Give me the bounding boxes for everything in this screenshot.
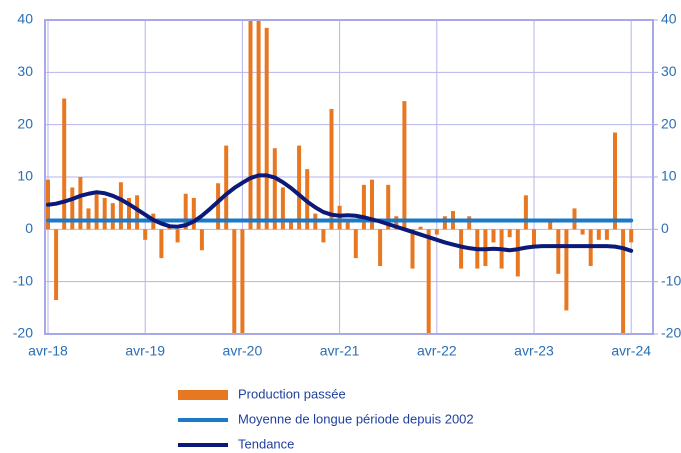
bar — [394, 216, 399, 230]
bar — [434, 229, 439, 235]
bar — [127, 197, 131, 230]
x-tick-label: avr-21 — [320, 343, 360, 359]
legend: Production passée Moyenne de longue pério… — [178, 386, 474, 451]
x-tick-label: avr-23 — [514, 343, 554, 359]
legend-label: Production passée — [238, 386, 346, 401]
bar — [135, 195, 140, 230]
x-tick-label: avr-18 — [28, 343, 68, 359]
bar — [321, 229, 326, 243]
bar — [216, 183, 221, 230]
bar — [418, 226, 423, 230]
bar — [580, 229, 585, 235]
bar — [78, 177, 83, 230]
bar — [410, 229, 415, 269]
y-tick-label: 30 — [17, 63, 33, 79]
bar — [297, 145, 302, 230]
y2-tick-label: 30 — [661, 63, 677, 79]
bar — [507, 229, 512, 238]
bar — [62, 98, 67, 230]
legend-swatch — [178, 390, 228, 400]
bar — [556, 229, 561, 274]
bar — [272, 148, 277, 230]
bar — [442, 216, 447, 230]
plot — [46, 20, 634, 334]
x-tick-label: avr-24 — [611, 343, 651, 359]
bar — [54, 229, 59, 300]
bar — [515, 229, 520, 277]
y-tick-label: -10 — [13, 272, 33, 288]
bar — [110, 203, 115, 230]
y2-tick-label: 40 — [661, 11, 677, 27]
line — [46, 173, 634, 253]
labels: -20 -10 0 10 20 30 40 -20 -10 0 10 20 30 40 avr-18 avr-… — [13, 11, 681, 359]
bar — [264, 27, 269, 230]
bar — [224, 145, 229, 230]
bar — [232, 229, 237, 334]
bar — [370, 179, 374, 230]
bar — [629, 229, 634, 243]
grid — [45, 19, 653, 335]
y-tick-label: -20 — [13, 325, 33, 341]
bar — [467, 216, 472, 230]
legend-label: Moyenne de longue période depuis 2002 — [238, 411, 474, 426]
x-tick-label: avr-19 — [125, 343, 165, 359]
y-tick-label: 20 — [17, 115, 33, 131]
y-tick-label: 40 — [17, 11, 33, 27]
bar — [118, 182, 123, 230]
y2-tick-label: 10 — [661, 168, 677, 184]
bar — [402, 101, 407, 230]
bar — [621, 229, 626, 334]
bar — [199, 229, 204, 251]
bar — [491, 229, 496, 243]
bar — [596, 229, 601, 240]
bar — [329, 108, 334, 230]
bar — [248, 20, 253, 230]
y-tick-label: 10 — [17, 168, 33, 184]
bar — [256, 20, 261, 230]
bar — [159, 229, 164, 259]
bar — [459, 229, 464, 269]
y2-tick-label: 20 — [661, 115, 677, 131]
bar — [345, 218, 350, 230]
bar — [143, 229, 148, 240]
bar — [191, 197, 196, 230]
y-tick-label: 0 — [25, 220, 33, 236]
x-tick-label: avr-22 — [417, 343, 457, 359]
legend-label: Tendance — [238, 436, 294, 451]
bar — [102, 197, 107, 230]
x-tick-label: avr-20 — [223, 343, 263, 359]
bar — [604, 229, 609, 240]
bar — [240, 229, 245, 334]
bar — [183, 193, 188, 230]
bar — [564, 229, 569, 311]
bar — [426, 229, 431, 334]
bar — [378, 229, 383, 266]
bar — [289, 218, 293, 230]
bar — [532, 229, 536, 246]
y2-tick-label: -20 — [661, 325, 681, 341]
y2-tick-label: -10 — [661, 272, 681, 288]
y2-tick-label: 0 — [661, 220, 669, 236]
bar — [548, 221, 553, 230]
bar — [613, 132, 617, 230]
bar — [175, 229, 180, 243]
bar — [361, 184, 366, 230]
bar — [70, 187, 75, 230]
bar — [523, 195, 528, 230]
bar — [386, 184, 391, 230]
bar — [353, 229, 358, 259]
bar — [280, 187, 285, 230]
bar — [94, 192, 99, 230]
